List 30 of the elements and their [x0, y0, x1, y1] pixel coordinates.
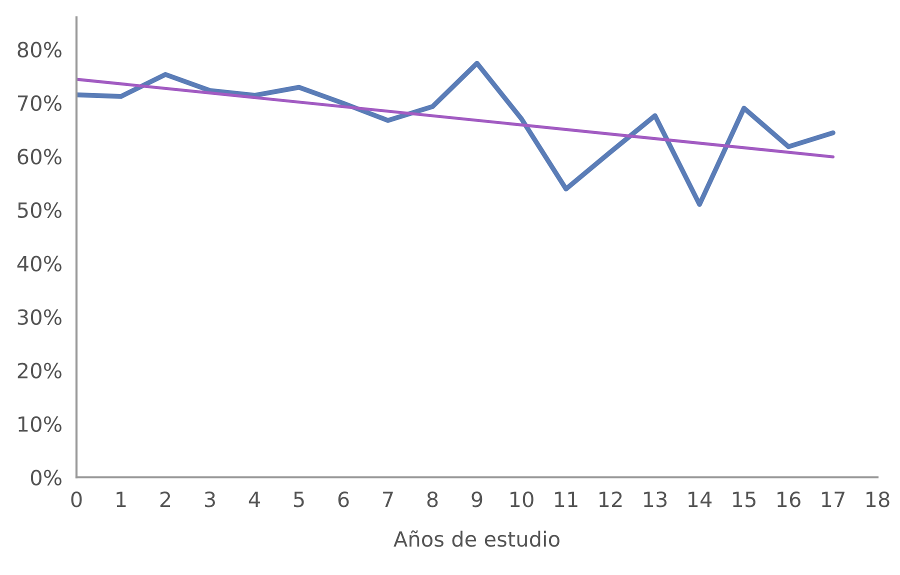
- x-tick-label: 2: [160, 492, 170, 507]
- x-tick-label: 12: [600, 492, 622, 507]
- x-tick-label: 13: [644, 492, 667, 508]
- x-tick-label: 14: [688, 492, 712, 507]
- x-tick-label: 9: [472, 492, 482, 508]
- y-tick-label: 10%: [18, 416, 62, 432]
- x-tick-label: 3: [204, 492, 215, 508]
- x-tick-label: 11: [555, 492, 578, 507]
- x-tick-label: 10: [510, 492, 534, 508]
- y-tick-label: 70%: [18, 95, 62, 112]
- x-tick-label: 16: [778, 492, 800, 508]
- x-tick-label: 0: [71, 492, 82, 508]
- y-tick-label: 0%: [30, 470, 62, 486]
- x-tick-label: 4: [248, 492, 260, 507]
- y-tick-label: 20%: [18, 362, 62, 378]
- x-tick-label: 17: [822, 492, 844, 507]
- x-tick-label: 8: [427, 492, 438, 508]
- y-tick-label: 80%: [18, 42, 62, 58]
- x-tick-label: 7: [383, 492, 393, 507]
- y-tick-label: 60%: [18, 148, 62, 165]
- y-tick-label: 50%: [18, 202, 62, 218]
- x-tick-label: 6: [338, 492, 349, 508]
- y-tick-label: 40%: [17, 256, 62, 272]
- x-axis-title: Años de estudio: [394, 530, 560, 547]
- x-tick-label: 15: [733, 492, 756, 508]
- x-tick-label: 5: [294, 492, 304, 508]
- line-series: [76, 60, 836, 207]
- x-tick-label: 1: [116, 492, 126, 507]
- x-tick-label: 18: [866, 492, 890, 508]
- y-tick-label: 30%: [18, 309, 62, 325]
